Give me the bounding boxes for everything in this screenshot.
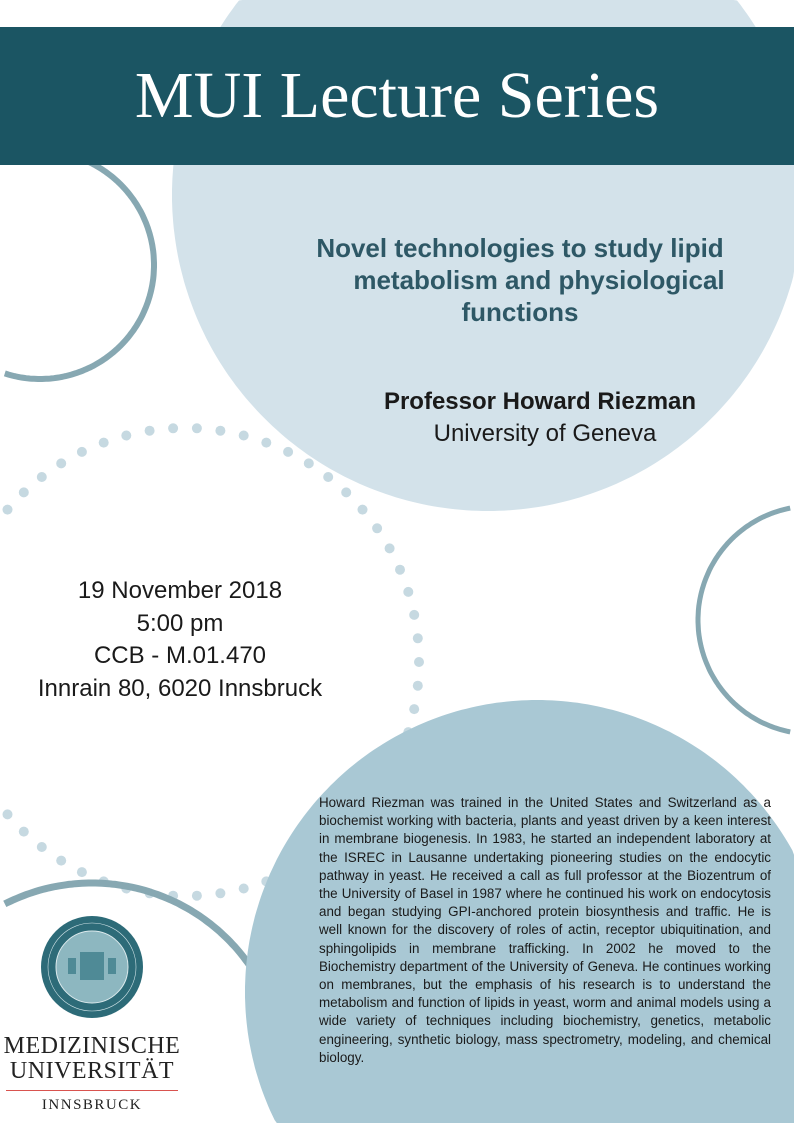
speaker-affiliation: University of Geneva <box>433 420 657 447</box>
dot <box>409 609 420 620</box>
dot <box>98 437 109 448</box>
dot <box>121 430 132 441</box>
dot <box>36 472 47 482</box>
dot <box>341 487 352 498</box>
event-date: 19 November 2018 <box>77 577 283 604</box>
dot <box>283 446 294 457</box>
ring-arc <box>3 148 157 265</box>
dot <box>56 458 67 469</box>
event-address: Innrain 80, 6020 Innsbruck <box>37 674 323 702</box>
speaker-bio: Howard Riezman was trained in the United… <box>319 795 771 1065</box>
dot <box>2 809 13 820</box>
dot <box>76 867 87 878</box>
top-left-ring <box>3 148 157 382</box>
university-seal <box>41 916 143 1018</box>
dot <box>403 586 414 597</box>
dot <box>36 842 47 852</box>
dot <box>191 890 202 901</box>
event-room: CCB - M.01.470 <box>93 642 267 669</box>
talk-title-line: functions <box>461 297 579 327</box>
dot <box>18 826 29 837</box>
ring-arc <box>3 265 157 382</box>
speaker-block: Professor Howard Riezman University of G… <box>330 386 760 450</box>
dot <box>414 657 424 667</box>
dot <box>303 458 314 469</box>
dot <box>412 680 423 691</box>
dot <box>215 888 226 899</box>
dot <box>144 425 155 436</box>
dot <box>56 855 67 866</box>
dot <box>261 437 272 448</box>
speaker-name: Professor Howard Riezman <box>383 388 697 415</box>
event-time: 5:00 pm <box>136 609 224 637</box>
dot <box>18 487 29 498</box>
dot <box>395 564 405 575</box>
bottom-circle <box>245 700 794 1123</box>
right-ring <box>695 505 791 735</box>
dot <box>215 425 226 436</box>
dot <box>238 883 249 894</box>
dot <box>384 543 395 554</box>
dot <box>409 704 420 715</box>
logo-line-1: MEDIZINISCHE <box>3 1033 181 1059</box>
university-logo: MEDIZINISCHE UNIVERSITÄT INNSBRUCK <box>0 1034 184 1114</box>
dot <box>412 633 423 644</box>
dot <box>238 430 249 441</box>
dot <box>372 523 383 534</box>
talk-title: Novel technologies to study lipid metabo… <box>270 232 770 328</box>
logo-line-2: UNIVERSITÄT <box>9 1058 175 1084</box>
header-banner: MUI Lecture Series <box>0 27 794 165</box>
logo-divider <box>6 1090 178 1091</box>
dot <box>168 423 179 434</box>
dot <box>323 472 334 482</box>
dot <box>76 446 87 457</box>
dot <box>2 504 13 515</box>
talk-title-line: metabolism and physiological <box>353 265 725 295</box>
logo-line-3: INNSBRUCK <box>41 1097 143 1113</box>
ring-arc <box>695 505 791 735</box>
dot <box>357 504 368 515</box>
talk-title-line: Novel technologies to study lipid <box>316 233 724 263</box>
series-title: MUI Lecture Series <box>134 59 660 132</box>
dot <box>191 423 202 434</box>
event-details: 19 November 2018 5:00 pm CCB - M.01.470 … <box>0 575 360 705</box>
